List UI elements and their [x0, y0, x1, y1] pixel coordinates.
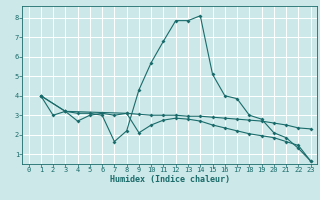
X-axis label: Humidex (Indice chaleur): Humidex (Indice chaleur) — [110, 175, 230, 184]
